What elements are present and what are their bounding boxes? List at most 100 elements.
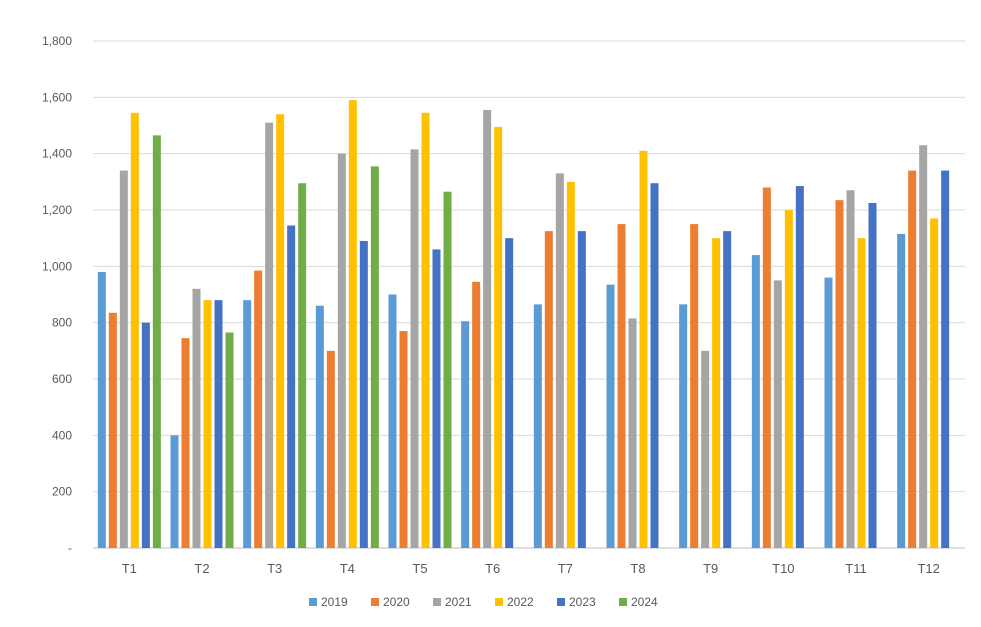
bar-2023-T12	[941, 170, 950, 549]
bars	[97, 100, 950, 549]
bar-2022-T5	[421, 112, 430, 548]
bar-2021-T10	[773, 280, 782, 548]
bar-2021-T8	[628, 318, 637, 548]
bar-2020-T9	[690, 224, 699, 549]
bar-2020-T10	[762, 187, 771, 548]
legend-item: 2023	[557, 595, 596, 609]
bar-2021-T12	[919, 145, 928, 548]
bar-2023-T1	[141, 322, 150, 548]
bar-2020-T8	[617, 224, 626, 549]
legend-item: 2019	[309, 595, 348, 609]
legend-swatch	[557, 598, 565, 606]
bar-2023-T5	[432, 249, 441, 548]
bar-2019-T1	[97, 271, 106, 548]
y-tick-label: 600	[52, 372, 72, 386]
legend-swatch	[619, 598, 627, 606]
y-tick-label: 1,800	[42, 34, 72, 48]
y-tick-label: 1,000	[42, 259, 72, 273]
x-tick-label: T7	[558, 561, 573, 576]
x-tick-label: T9	[703, 561, 718, 576]
bar-2023-T3	[287, 225, 296, 548]
x-tick-label: T3	[267, 561, 282, 576]
bar-2022-T2	[203, 300, 212, 548]
bar-2022-T8	[639, 150, 648, 548]
bar-2021-T2	[192, 288, 201, 548]
bar-2022-T3	[276, 114, 285, 548]
bar-2020-T1	[108, 312, 117, 548]
y-tick-label: 800	[52, 316, 72, 330]
bar-2022-T9	[712, 238, 721, 548]
bar-2020-T3	[254, 270, 263, 548]
bar-2023-T8	[650, 183, 659, 548]
bar-2021-T4	[337, 153, 346, 548]
y-tick-label: 400	[52, 428, 72, 442]
y-tick-label: 200	[52, 485, 72, 499]
bar-2019-T7	[533, 304, 542, 548]
legend-label: 2021	[445, 595, 472, 609]
bar-2022-T11	[857, 238, 866, 548]
bar-2024-T2	[225, 332, 234, 548]
bar-2020-T5	[399, 331, 408, 548]
bar-2023-T10	[795, 186, 804, 548]
bar-2022-T12	[930, 218, 939, 548]
bar-2021-T5	[410, 149, 419, 549]
bar-2019-T8	[606, 284, 615, 548]
y-tick-label: 1,600	[42, 90, 72, 104]
x-tick-label: T8	[630, 561, 645, 576]
legend-swatch	[495, 598, 503, 606]
bar-2024-T3	[298, 183, 307, 548]
bar-2019-T5	[388, 294, 397, 548]
x-tick-label: T4	[340, 561, 355, 576]
bar-2019-T9	[679, 304, 688, 548]
bar-2019-T12	[897, 233, 906, 549]
gridlines	[93, 40, 965, 549]
legend-label: 2024	[631, 595, 658, 609]
bar-2020-T4	[326, 350, 335, 548]
bar-2023-T2	[214, 300, 223, 548]
bar-2021-T6	[483, 110, 492, 548]
bar-2023-T7	[577, 231, 586, 548]
legend-item: 2021	[433, 595, 472, 609]
x-tick-label: T6	[485, 561, 500, 576]
legend-item: 2022	[495, 595, 534, 609]
bar-2019-T3	[243, 300, 252, 548]
x-tick-label: T12	[917, 561, 939, 576]
x-tick-label: T2	[194, 561, 209, 576]
legend-item: 2024	[619, 595, 658, 609]
legend-label: 2023	[569, 595, 596, 609]
bar-2022-T4	[348, 100, 357, 549]
y-tick-label: 1,400	[42, 147, 72, 161]
bar-2022-T6	[494, 126, 503, 549]
bar-2024-T5	[443, 191, 452, 549]
bar-2020-T2	[181, 338, 190, 548]
legend-swatch	[433, 598, 441, 606]
bar-2019-T2	[170, 435, 179, 548]
x-tick-label: T1	[122, 561, 137, 576]
bar-2024-T1	[152, 135, 161, 548]
legend-swatch	[309, 598, 317, 606]
bar-2020-T6	[472, 281, 481, 548]
bar-2023-T4	[359, 240, 368, 548]
legend: 2019 2020 2021 2022 2023 2024	[309, 595, 658, 609]
y-axis-tick-labels: - 200 400 600 800 1,000 1,200 1,400 1,600 1,800	[42, 34, 72, 555]
bar-2022-T10	[784, 210, 793, 548]
bar-2019-T11	[824, 277, 833, 548]
legend-label: 2019	[321, 595, 348, 609]
legend-label: 2022	[507, 595, 534, 609]
bar-2020-T11	[835, 200, 844, 548]
y-tick-label: -	[68, 541, 72, 555]
x-tick-label: T11	[845, 561, 866, 576]
bar-2020-T12	[908, 170, 917, 549]
bar-2021-T9	[701, 350, 710, 548]
y-tick-label: 1,200	[42, 203, 72, 217]
bar-2021-T3	[265, 122, 274, 548]
bar-2024-T4	[370, 166, 379, 548]
bar-2023-T9	[723, 231, 732, 548]
legend-label: 2020	[383, 595, 410, 609]
x-tick-label: T10	[772, 561, 794, 576]
legend-item: 2020	[371, 595, 410, 609]
bar-2020-T7	[544, 231, 553, 548]
bar-2019-T4	[315, 305, 324, 548]
